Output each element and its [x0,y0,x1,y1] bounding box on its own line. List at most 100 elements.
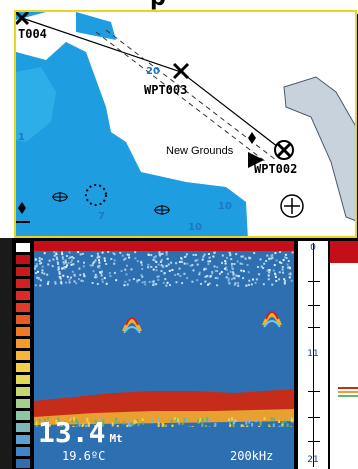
clutter-speck [101,251,104,254]
clutter-speck [134,257,137,260]
clutter-speck [204,280,207,283]
waypoint-marker-t004[interactable] [16,12,30,26]
clutter-speck [165,265,168,268]
clutter-speck [180,258,183,261]
clutter-speck [103,277,106,280]
shallow-area [16,67,56,142]
depth-label: 20 [146,66,160,77]
seabed-speck [142,421,145,425]
seabed-speck [128,422,130,427]
clutter-speck [171,269,174,271]
clutter-speck [219,272,221,275]
clutter-speck [150,254,153,257]
seabed-speck [111,422,114,427]
seabed-speck [129,424,132,428]
clutter-speck [174,274,177,276]
clutter-speck [163,272,166,274]
depth-scale-label: 21 [307,455,319,465]
clutter-speck [242,270,245,273]
clutter-speck [285,257,288,259]
clutter-speck [203,268,206,271]
clutter-speck [136,280,139,283]
clutter-speck [206,275,209,278]
depth-scale-label: 11 [307,349,319,359]
clutter-speck [216,284,219,287]
clutter-speck [207,263,210,266]
clutter-speck [252,278,254,281]
sonar-pane[interactable]: 13.4 Mt 19.6ºC 200kHz [34,241,294,469]
clutter-speck [227,279,230,282]
clutter-speck [246,264,249,266]
clutter-speck [98,261,101,264]
seabed-speck [116,425,119,429]
seabed-speck [286,423,289,427]
seabed-speck [122,420,125,425]
color-scale-cell [16,339,30,348]
clutter-speck [239,262,242,265]
clutter-speck [194,259,197,262]
clutter-speck [77,278,80,281]
clutter-speck [148,281,151,283]
chart-left-strip [0,14,14,238]
clutter-speck [155,266,158,268]
seabed-speck [45,423,47,429]
waypoint-marker-wpt002[interactable] [274,140,294,160]
clutter-speck [207,253,210,255]
clutter-speck [160,261,163,263]
clutter-speck [213,265,216,268]
clutter-speck [54,280,57,283]
nautical-chart[interactable]: T004 WPT003 WPT002 New Grounds 20 7 10 1… [16,12,357,238]
clutter-speck [63,266,66,268]
clutter-speck [75,282,78,285]
seabed-speck [272,423,275,428]
clutter-speck [253,252,256,255]
clutter-speck [240,269,243,272]
clutter-speck [58,272,61,275]
clutter-speck [147,253,150,256]
clutter-speck [41,271,44,274]
clutter-speck [36,276,39,279]
seabed-speck [263,417,266,421]
clutter-speck [136,260,139,263]
clutter-speck [196,259,199,262]
clutter-speck [185,255,187,258]
clutter-speck [289,273,292,276]
seabed-speck [82,423,85,427]
clutter-speck [37,270,39,273]
clutter-speck [162,266,165,269]
seabed-speck [42,422,45,427]
clutter-speck [98,264,101,267]
clutter-speck [140,274,143,277]
clutter-speck [123,258,125,261]
seabed-speck [47,417,50,420]
clutter-speck [61,251,63,254]
clutter-speck [63,267,66,270]
clutter-speck [204,275,207,278]
clutter-speck [128,253,130,256]
clutter-speck [267,274,270,277]
waypoint-marker-wpt003[interactable] [172,62,190,80]
clutter-speck [233,277,236,280]
clutter-speck [141,281,144,284]
clutter-speck [65,266,68,269]
clutter-speck [165,284,168,287]
seabed-speck [86,417,89,423]
chart-pane[interactable]: T004 WPT003 WPT002 New Grounds 20 7 10 1… [14,10,357,238]
clutter-speck [34,258,37,261]
color-scale-cell [16,399,30,408]
seabed-speck [137,423,140,427]
clutter-speck [60,282,63,285]
seabed-speck [240,424,243,428]
clutter-speck [121,254,124,257]
clutter-speck [92,270,95,273]
clutter-speck [284,253,287,256]
place-label: New Grounds [166,145,234,157]
clutter-speck [278,278,281,281]
clutter-speck [159,254,161,257]
clutter-speck [34,267,36,270]
clutter-speck [100,274,103,277]
clutter-speck [126,283,129,286]
second-sonar-bottom-line [338,391,358,393]
seabed-speck [63,421,66,425]
clutter-speck [59,275,62,278]
